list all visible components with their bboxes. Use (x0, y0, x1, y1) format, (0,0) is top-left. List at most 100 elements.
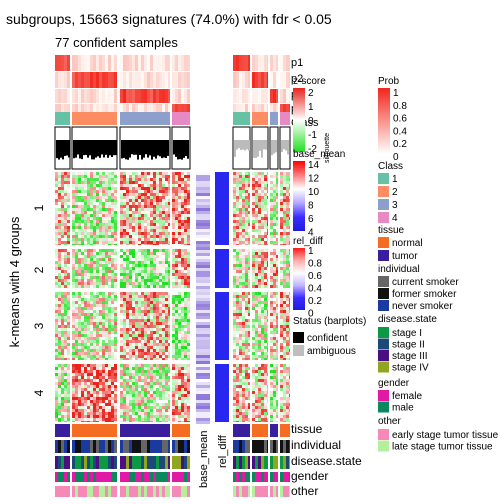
heatmap-cell (242, 382, 245, 385)
heatmap-cell (138, 421, 141, 422)
heatmap-cell (184, 328, 187, 331)
heatmap-cell (280, 220, 283, 223)
heatmap-cell (102, 373, 105, 376)
heatmap-cell (144, 343, 147, 346)
heatmap-cell (236, 205, 239, 208)
heatmap-cell (58, 406, 61, 409)
heatmap-cell (289, 273, 290, 276)
heatmap-cell (242, 388, 245, 391)
heatmap-cell (96, 325, 99, 328)
heatmap-cell (67, 364, 70, 367)
heatmap-cell (78, 313, 81, 316)
heatmap-cell (239, 307, 242, 310)
heatmap-cell (276, 184, 278, 187)
heatmap-cell (99, 178, 102, 181)
heatmap-cell (126, 235, 129, 238)
heatmap-cell (138, 331, 141, 334)
heatmap-cell (248, 270, 250, 273)
heatmap-cell (286, 199, 289, 202)
heatmap-cell (252, 307, 255, 310)
heatmap-cell (93, 376, 96, 379)
heatmap-cell (81, 285, 84, 288)
heatmap-cell (90, 391, 93, 394)
heatmap-cell (67, 367, 70, 370)
heatmap-cell (283, 400, 286, 403)
heatmap-cell (283, 364, 286, 367)
heatmap-cell (144, 285, 147, 288)
heatmap-cell (84, 325, 87, 328)
heatmap-cell (276, 415, 278, 418)
heatmap-cell (178, 310, 181, 313)
heatmap-cell (175, 340, 178, 343)
heatmap-cell (270, 223, 273, 226)
heatmap-cell (153, 406, 156, 409)
heatmap-cell (72, 358, 75, 360)
heatmap-cell (273, 178, 276, 181)
heatmap-cell (78, 325, 81, 328)
heatmap-cell (61, 307, 64, 310)
heatmap-cell (239, 301, 242, 304)
heatmap-cell (108, 364, 111, 367)
heatmap-cell (245, 249, 248, 252)
heatmap-cell (87, 421, 90, 422)
heatmap-cell (129, 298, 132, 301)
heatmap-cell (289, 346, 290, 349)
heatmap-cell (258, 211, 261, 214)
heatmap-cell (120, 367, 123, 370)
heatmap-cell (187, 249, 190, 252)
heatmap-cell (132, 412, 135, 415)
heatmap-cell (252, 358, 255, 360)
heatmap-cell (172, 337, 175, 340)
heatmap-cell (61, 331, 64, 334)
heatmap-cell (150, 304, 153, 307)
heatmap-cell (283, 379, 286, 382)
heatmap-cell (165, 415, 168, 418)
heatmap-cell (245, 319, 248, 322)
heatmap-cell (58, 379, 61, 382)
heatmap-cell (280, 202, 283, 205)
heatmap-cell (175, 343, 178, 346)
heatmap-cell (181, 190, 184, 193)
heatmap-cell (105, 184, 108, 187)
heatmap-cell (153, 397, 156, 400)
heatmap-cell (64, 379, 67, 382)
heatmap-cell (126, 214, 129, 217)
heatmap-cell (233, 193, 236, 196)
heatmap-cell (114, 205, 117, 208)
heatmap-cell (153, 273, 156, 276)
heatmap-cell (233, 409, 236, 412)
heatmap-cell (123, 214, 126, 217)
heatmap-cell (144, 298, 147, 301)
heatmap-cell (283, 276, 286, 279)
heatmap-cell (67, 187, 70, 190)
heatmap-cell (64, 304, 67, 307)
heatmap-cell (267, 322, 268, 325)
heatmap-cell (181, 418, 184, 421)
heatmap-cell (175, 264, 178, 267)
heatmap-cell (242, 412, 245, 415)
heatmap-cell (64, 301, 67, 304)
heatmap-cell (147, 196, 150, 199)
heatmap-cell (64, 349, 67, 352)
heatmap-cell (132, 223, 135, 226)
heatmap-cell (255, 319, 258, 322)
heatmap-cell (55, 391, 58, 394)
heatmap-cell (172, 403, 175, 406)
heatmap-cell (126, 376, 129, 379)
heatmap-cell (123, 349, 126, 352)
heatmap-cell (126, 273, 129, 276)
heatmap-cell (64, 273, 67, 276)
heatmap-cell (114, 220, 117, 223)
heatmap-cell (286, 261, 289, 264)
heatmap-cell (87, 307, 90, 310)
heatmap-cell (141, 418, 144, 421)
heatmap-cell (239, 223, 242, 226)
heatmap-cell (114, 343, 117, 346)
heatmap-cell (162, 258, 165, 261)
heatmap-cell (258, 370, 261, 373)
heatmap-cell (248, 403, 250, 406)
heatmap-cell (67, 181, 70, 184)
heatmap-cell (242, 391, 245, 394)
heatmap-cell (120, 199, 123, 202)
heatmap-cell (72, 214, 75, 217)
